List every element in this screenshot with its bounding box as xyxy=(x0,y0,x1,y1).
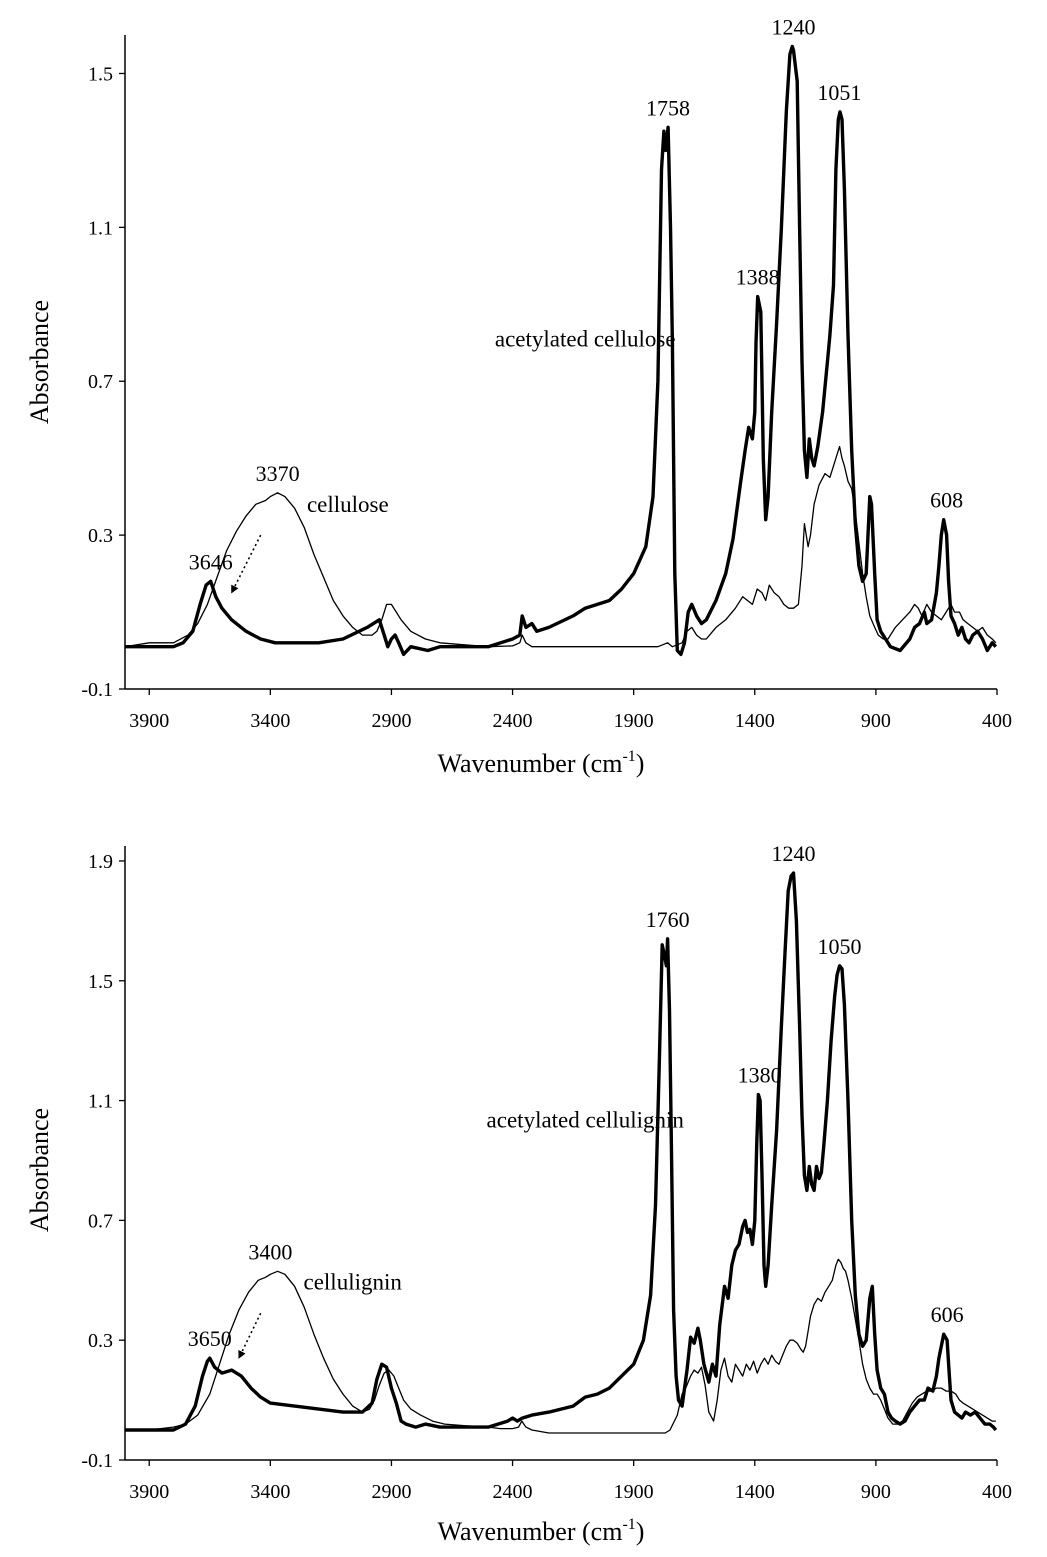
x-axis-title: Wavenumber (cm-1) xyxy=(438,748,645,778)
tick-group: 3900 3400 2900 2400 1900 1400 900 400 -0.1 0.3 0.7… xyxy=(81,63,1012,732)
y-tick-label: 0.3 xyxy=(88,525,113,547)
peak-label: 1240 xyxy=(772,841,816,866)
x-axis-title: Wavenumber (cm-1) xyxy=(438,1516,645,1546)
x-tick-label: 3900 xyxy=(129,1481,169,1503)
y-axis-title: Absorbance xyxy=(25,300,54,424)
peak-label: 1758 xyxy=(646,95,690,120)
x-tick-label: 900 xyxy=(861,1481,891,1503)
annotation-group: 1758 1240 1051 1388 608 3370 3646 acetylated ce… xyxy=(189,15,963,594)
x-tick-label: 2900 xyxy=(371,710,411,732)
x-tick-label: 3900 xyxy=(129,710,169,732)
annotation-group: 1760 1240 1050 1380 606 3400 3650 acetylated ce… xyxy=(188,841,964,1359)
x-axis-title-main: Wavenumber (cm xyxy=(438,1517,623,1546)
y-axis-title: Absorbance xyxy=(25,1108,54,1232)
peak-label: 1380 xyxy=(738,1063,782,1088)
y-tick-label: 1.5 xyxy=(88,63,113,85)
series-group xyxy=(124,44,998,657)
peak-label: 1050 xyxy=(818,934,862,959)
y-tick-label: 0.7 xyxy=(88,371,113,393)
peak-label: 3400 xyxy=(248,1239,292,1264)
y-tick-label: 1.5 xyxy=(88,971,113,993)
x-axis-title-tail: ) xyxy=(636,1517,645,1546)
peak-label: 608 xyxy=(930,488,963,513)
x-tick-label: 1400 xyxy=(735,710,775,732)
series-acetylated-cellulignin-line xyxy=(125,871,998,1432)
peak-label: 1051 xyxy=(817,80,861,105)
peak-label: 1240 xyxy=(772,15,816,40)
x-tick-label: 1900 xyxy=(614,710,654,732)
chart-acetylated-cellulose: 3900 3400 2900 2400 1900 1400 900 400 -0.1 0.3 0.7… xyxy=(25,15,1012,778)
y-tick-label: 1.1 xyxy=(88,1091,113,1113)
peak-label: 3650 xyxy=(188,1326,232,1351)
x-tick-label: 400 xyxy=(982,710,1012,732)
peak-label: 606 xyxy=(931,1302,964,1327)
peak-label: 1760 xyxy=(646,907,690,932)
x-tick-label: 3400 xyxy=(250,710,290,732)
x-tick-label: 2400 xyxy=(493,1481,533,1503)
shift-arrow xyxy=(238,1312,262,1359)
series-label: cellulignin xyxy=(304,1269,403,1294)
x-tick-label: 2900 xyxy=(371,1481,411,1503)
x-tick-label: 3400 xyxy=(250,1481,290,1503)
series-label: acetylated cellulignin xyxy=(487,1108,685,1133)
y-tick-label: 1.9 xyxy=(88,851,113,873)
series-acetylated-cellulose-line xyxy=(125,44,998,657)
x-axis-title-tail: ) xyxy=(636,749,645,778)
x-tick-label: 400 xyxy=(982,1481,1012,1503)
x-axis-title-sup: -1 xyxy=(622,1516,635,1533)
series-label: acetylated cellulose xyxy=(495,327,676,352)
x-axis-title-sup: -1 xyxy=(622,748,635,765)
series-cellulose-line xyxy=(124,445,997,648)
x-tick-label: 1900 xyxy=(614,1481,654,1503)
x-tick-label: 900 xyxy=(861,710,891,732)
series-group xyxy=(125,871,998,1434)
peak-label: 3646 xyxy=(189,549,233,574)
peak-label: 3370 xyxy=(256,461,300,486)
peak-label: 1388 xyxy=(736,265,780,290)
series-cellulignin-line xyxy=(125,1258,996,1434)
y-tick-label: 1.1 xyxy=(88,217,113,239)
y-tick-label: 0.3 xyxy=(88,1330,113,1352)
y-tick-label: -0.1 xyxy=(81,679,113,701)
x-axis-title-main: Wavenumber (cm xyxy=(438,749,623,778)
series-label: cellulose xyxy=(307,492,389,517)
chart-acetylated-cellulignin: 3900 3400 2900 2400 1900 1400 900 400 -0.1 0.3 0.7… xyxy=(25,841,1012,1546)
shift-arrow xyxy=(230,534,262,594)
x-tick-label: 1400 xyxy=(735,1481,775,1503)
x-tick-label: 2400 xyxy=(493,710,533,732)
tick-group: 3900 3400 2900 2400 1900 1400 900 400 -0.1 0.3 0.7… xyxy=(81,851,1012,1503)
y-tick-label: -0.1 xyxy=(81,1450,113,1472)
y-tick-label: 0.7 xyxy=(88,1210,113,1232)
